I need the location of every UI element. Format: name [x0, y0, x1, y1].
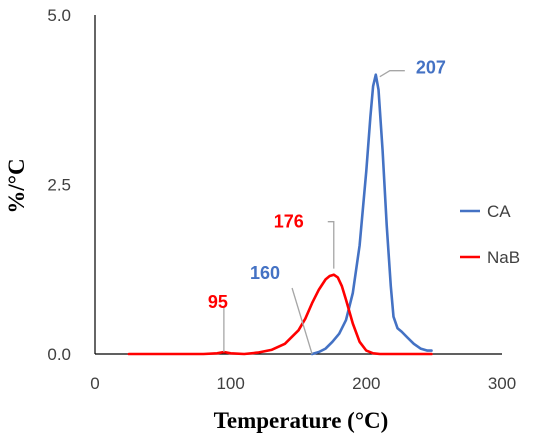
x-axis-title: Temperature (°C) — [214, 408, 389, 433]
y-axis-title: %/°C — [4, 158, 29, 213]
annotation-label: 176 — [274, 212, 304, 232]
annotation-label: 160 — [250, 263, 280, 283]
y-tick-label: 2.5 — [47, 176, 71, 195]
y-tick-label: 5.0 — [47, 6, 71, 25]
peak-annotations: 207 176 160 95 — [208, 58, 446, 355]
y-tick-label: 0.0 — [47, 345, 71, 364]
annotation-label: 207 — [416, 58, 446, 78]
series-lines — [127, 73, 433, 356]
annotation-leader — [379, 70, 405, 78]
annotation-label: 95 — [208, 292, 228, 312]
x-tick-label: 200 — [352, 374, 380, 393]
legend: CA NaB — [460, 202, 520, 267]
x-tick-label: 100 — [216, 374, 244, 393]
annotation-leader — [291, 287, 313, 355]
series-line-ca — [310, 73, 433, 356]
x-tick-label: 300 — [488, 374, 516, 393]
x-tick-label: 0 — [90, 374, 99, 393]
tick-labels: 0 100 200 300 0.0 2.5 5.0 — [47, 6, 516, 393]
series-line-nab — [127, 273, 433, 356]
annotation-leader — [327, 221, 335, 269]
legend-label: CA — [487, 202, 511, 221]
legend-label: NaB — [487, 248, 520, 267]
